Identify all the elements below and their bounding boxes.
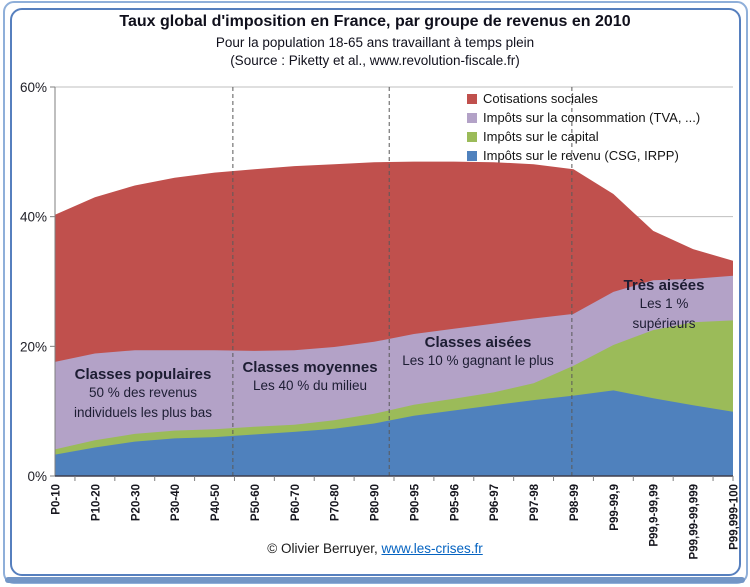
x-axis-label: P97-98 [529,483,541,521]
x-axis-label: P99,9-99,99 [649,484,661,547]
x-axis-label: P30-40 [170,484,182,521]
frame-bottom-band [5,577,745,583]
footer-link[interactable]: www.les-crises.fr [381,541,483,556]
legend-item: Impôts sur le capital [467,127,700,146]
annotation-subtitle: Les 40 % du milieu [252,378,368,393]
region-annotation-tr-s-ais-es: Très aisées Les 1 % supérieurs [624,277,705,334]
annotation-subtitle: individuels les plus bas [73,405,213,420]
annotation-subtitle: Les 1 % [639,296,689,311]
y-axis-label: 20% [20,339,47,354]
y-axis-label: 40% [20,210,47,225]
annotation-title: Classes aisées [424,334,532,351]
frame-outer-border [3,1,748,584]
x-axis-label: P95-96 [449,484,461,521]
region-annotation-classes-ais-es: Classes aisées Les 10 % gagnant le plus [402,334,554,371]
x-axis-label: P70-80 [330,484,342,521]
region-annotation-classes-populaires: Classes populaires 50 % des revenus indivi… [74,366,212,423]
x-axis-label: P99-99,9 [609,484,621,531]
chart-source: (Source : Piketty et al., www.revolution… [230,53,520,68]
y-axis-label: 0% [27,469,47,484]
x-axis-label: P10-20 [90,484,102,521]
x-axis-label: P98-99 [569,484,581,521]
annotation-title: Classes populaires [74,366,212,383]
legend-item: Cotisations sociales [467,89,700,108]
legend-swatch-icon [467,112,477,123]
region-annotation-classes-moyennes: Classes moyennes Les 40 % du milieu [242,359,377,396]
x-axis-label: P90-95 [409,483,421,521]
legend-label: Impôts sur le capital [483,129,599,144]
legend-item: Impôts sur le revenu (CSG, IRPP) [467,146,700,165]
annotation-subtitle: supérieurs [632,316,696,331]
annotation-subtitle: 50 % des revenus [88,385,198,400]
x-axis-label: P20-30 [130,484,142,521]
annotation-subtitle: Les 10 % gagnant le plus [402,353,554,368]
legend-item: Impôts sur la consommation (TVA, ...) [467,108,700,127]
x-axis-label: P99,99-99,999 [689,484,701,559]
annotation-title: Très aisées [623,277,705,294]
legend-label: Impôts sur la consommation (TVA, ...) [483,110,701,125]
chart-header: Taux global d'imposition en France, par … [0,13,750,68]
x-axis-label: P0-10 [51,484,63,515]
annotation-title: Classes moyennes [242,359,378,376]
x-axis-label: P60-70 [290,484,302,521]
x-axis-label: P50-60 [250,484,262,521]
legend-label: Cotisations sociales [483,91,598,106]
footer-credit: © Olivier Berruyer, www.les-crises.fr [0,541,750,556]
footer-text: © Olivier Berruyer, [267,541,382,556]
x-axis-label: P40-50 [210,484,222,521]
x-axis-label: P80-90 [370,484,382,521]
legend-swatch-icon [467,93,477,104]
chart-title: Taux global d'imposition en France, par … [119,13,631,30]
x-axis-label: P96-97 [489,484,501,521]
legend-swatch-icon [467,131,477,142]
legend-label: Impôts sur le revenu (CSG, IRPP) [483,148,679,163]
legend-swatch-icon [467,150,477,161]
y-axis-label: 60% [20,80,47,95]
legend: Cotisations sociales Impôts sur la consom… [467,89,700,165]
x-axis-label: P99,999-100 [729,484,741,550]
chart-subtitle: Pour la population 18-65 ans travaillant… [215,35,535,50]
area-imp-ts-sur-le-revenu-csg-irpp [55,390,733,476]
